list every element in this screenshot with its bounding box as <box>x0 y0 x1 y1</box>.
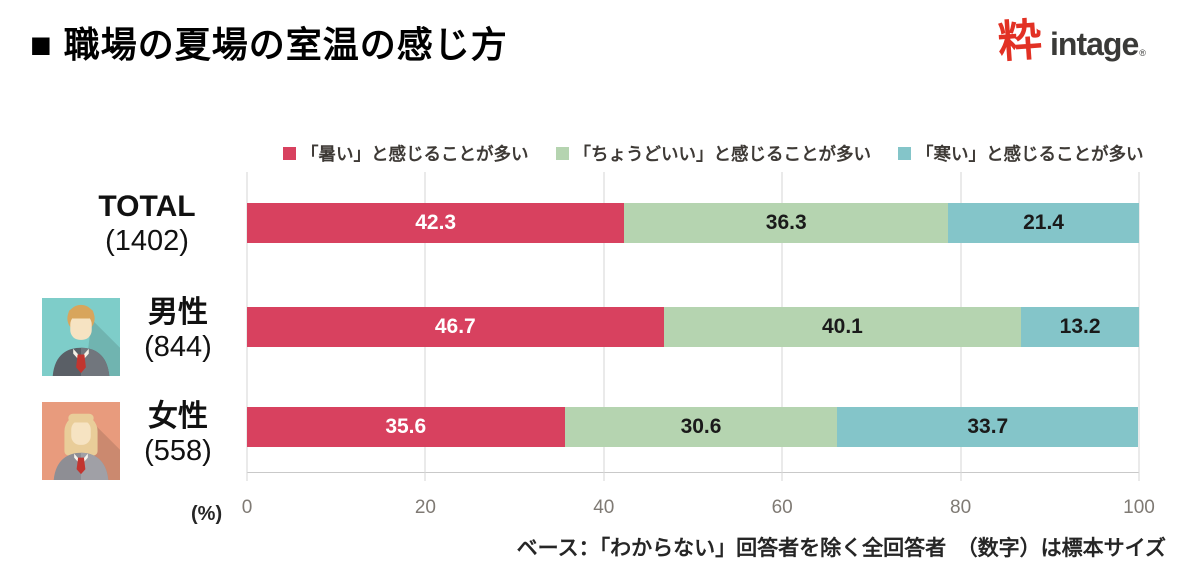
bar-segment: 35.6 <box>247 407 565 447</box>
sample-size: (1402) <box>105 225 189 257</box>
gridline <box>1138 172 1140 481</box>
sample-size: (844) <box>144 331 212 363</box>
x-axis: 0 20 40 60 80 100 <box>242 497 1155 521</box>
x-axis-unit-label: (%) <box>191 503 223 525</box>
sample-size: (558) <box>144 435 212 467</box>
x-tick-label: 0 <box>241 497 253 518</box>
legend-item-cold: 「寒い」と感じることが多い <box>898 141 1144 166</box>
x-tick-label: 80 <box>950 497 972 518</box>
intage-brush-mark-icon: 粋 <box>996 15 1044 68</box>
bar-segment: 21.4 <box>948 203 1139 243</box>
legend-swatch-just-right-icon <box>555 147 569 160</box>
plot-area: 42.3 36.3 21.4 46.7 40.1 13.2 35.6 30.6 33.7 <box>246 172 1140 481</box>
x-tick-label: 100 <box>1123 497 1155 518</box>
legend: 「暑い」と感じることが多い 「ちょうどいい」と感じることが多い 「寒い」と感じる… <box>283 141 1183 166</box>
bar-row: 35.6 30.6 33.7 <box>247 407 1139 447</box>
row-label-male: 男性 (844) <box>122 296 234 364</box>
bar-segment: 40.1 <box>663 307 1022 347</box>
page-title: ■ 職場の夏場の室温の感じ方 <box>30 24 508 65</box>
category-name: TOTAL <box>98 190 196 223</box>
category-name: 女性 <box>148 400 208 433</box>
bar-segment: 13.2 <box>1021 307 1139 347</box>
legend-item-hot: 「暑い」と感じることが多い <box>283 141 529 166</box>
bar-segment: 42.3 <box>247 203 625 243</box>
registered-trademark-icon: ® <box>1139 48 1146 58</box>
legend-item-just-right: 「ちょうどいい」と感じることが多い <box>555 141 871 166</box>
category-name: 男性 <box>148 296 208 329</box>
x-tick-label: 60 <box>771 497 793 518</box>
bar-segment: 33.7 <box>837 407 1139 447</box>
bar-segment: 30.6 <box>564 407 838 447</box>
bar-segment: 36.3 <box>624 203 949 243</box>
x-tick-label: 40 <box>593 497 615 518</box>
legend-swatch-hot-icon <box>283 147 296 160</box>
bar-row: 42.3 36.3 21.4 <box>247 203 1139 243</box>
bar-row: 46.7 40.1 13.2 <box>247 307 1139 347</box>
row-label-female: 女性 (558) <box>122 400 234 468</box>
intage-logo-text: intage <box>1050 26 1139 62</box>
male-avatar-icon <box>42 298 120 376</box>
female-avatar-icon <box>42 402 120 480</box>
legend-swatch-cold-icon <box>898 147 911 160</box>
bar-segment: 46.7 <box>247 307 664 347</box>
intage-logo: 粋 intage ® <box>996 15 1146 68</box>
row-label-total: TOTAL (1402) <box>58 190 236 258</box>
footnote: ベース：「わからない」回答者を除く全回答者 （数字）は標本サイズ <box>516 537 1166 560</box>
x-tick-label: 20 <box>414 497 436 518</box>
